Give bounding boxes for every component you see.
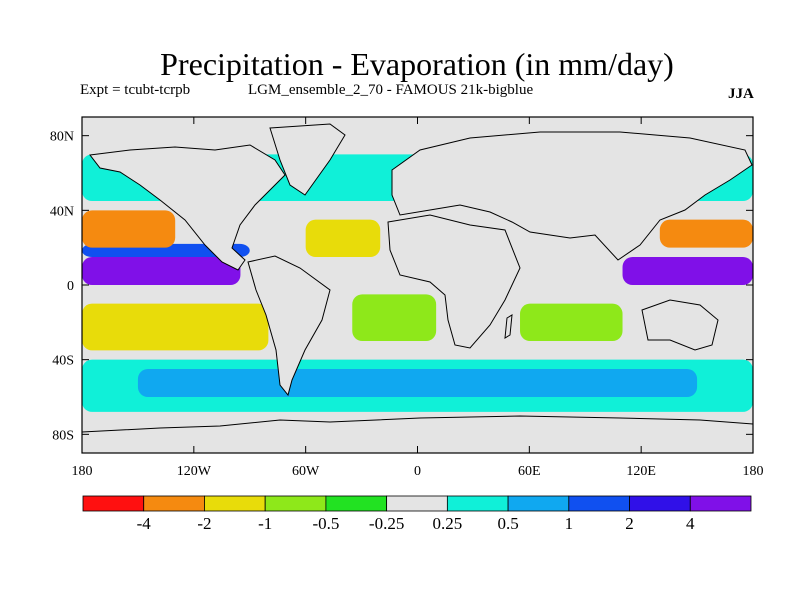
north-america	[89, 144, 286, 271]
antarctica	[82, 415, 753, 453]
colorbar: -4 -2 -1 -0.5 -0.25 0.25 0.5 1 2 4	[82, 495, 752, 533]
south-america	[247, 255, 331, 397]
coastlines	[82, 123, 753, 453]
x-tick-label: 180	[72, 464, 93, 479]
colorbar-label: 0.25	[432, 514, 462, 533]
run-label: LGM_ensemble_2_70 - FAMOUS 21k-bigblue	[248, 82, 534, 98]
colorbar-label: 4	[686, 514, 695, 533]
x-tick-label: 120E	[626, 464, 656, 479]
madagascar	[504, 314, 513, 339]
y-tick-label: 0	[67, 279, 74, 294]
axes: 180 120W 60W 0 60E 120E 180 80N 40N 0 40S 80S	[50, 117, 764, 479]
colorbar-swatch	[264, 495, 327, 512]
colorbar-swatch	[629, 495, 691, 512]
colorbar-label: -0.25	[369, 514, 404, 533]
africa	[387, 214, 521, 349]
colorbar-label: -0.5	[312, 514, 339, 533]
season-label: JJA	[728, 86, 754, 102]
colorbar-label: -2	[197, 514, 211, 533]
x-tick-label: 60E	[518, 464, 541, 479]
colorbar-swatch	[446, 495, 509, 512]
eurasia	[391, 131, 753, 261]
chart-title: Precipitation - Evaporation (in mm/day)	[160, 46, 674, 82]
colorbar-swatch	[82, 495, 145, 512]
colorbar-label: 1	[565, 514, 574, 533]
colorbar-swatch	[568, 495, 630, 512]
colorbar-swatch	[204, 495, 266, 512]
region-west-pacific-warm-pool	[622, 257, 753, 285]
region-south-atlantic-dry	[352, 294, 437, 341]
region-south-indian-dry	[520, 303, 623, 341]
x-tick-label: 0	[414, 464, 421, 479]
colorbar-swatch	[507, 495, 570, 512]
y-tick-label: 40N	[50, 204, 74, 219]
colorbar-swatch	[689, 495, 752, 512]
colorbar-swatch	[325, 495, 388, 512]
y-tick-label: 80S	[52, 428, 74, 443]
region-north-atlantic-dry	[305, 219, 381, 257]
y-tick-label: 40S	[52, 354, 74, 369]
x-tick-label: 60W	[292, 464, 320, 479]
colorbar-label: 0.5	[497, 514, 518, 533]
region-itcz-pacific	[82, 257, 241, 285]
colorbar-label: -1	[258, 514, 272, 533]
x-tick-label: 120W	[177, 464, 212, 479]
colorbar-swatch	[143, 495, 205, 512]
region-south-pacific-dry	[82, 303, 269, 351]
colorbar-label: 2	[625, 514, 634, 533]
region-northeast-pacific-dry	[82, 210, 176, 248]
region-north-pacific-dry	[659, 219, 753, 248]
experiment-label: Expt = tcubt-tcrpb	[80, 82, 191, 98]
y-tick-label: 80N	[50, 130, 74, 145]
colorbar-label: -4	[137, 514, 152, 533]
colorbar-swatch	[386, 495, 448, 512]
x-tick-label: 180	[743, 464, 764, 479]
region-southern-ocean-core	[137, 369, 698, 397]
australia	[641, 299, 719, 351]
greenland	[269, 123, 346, 196]
